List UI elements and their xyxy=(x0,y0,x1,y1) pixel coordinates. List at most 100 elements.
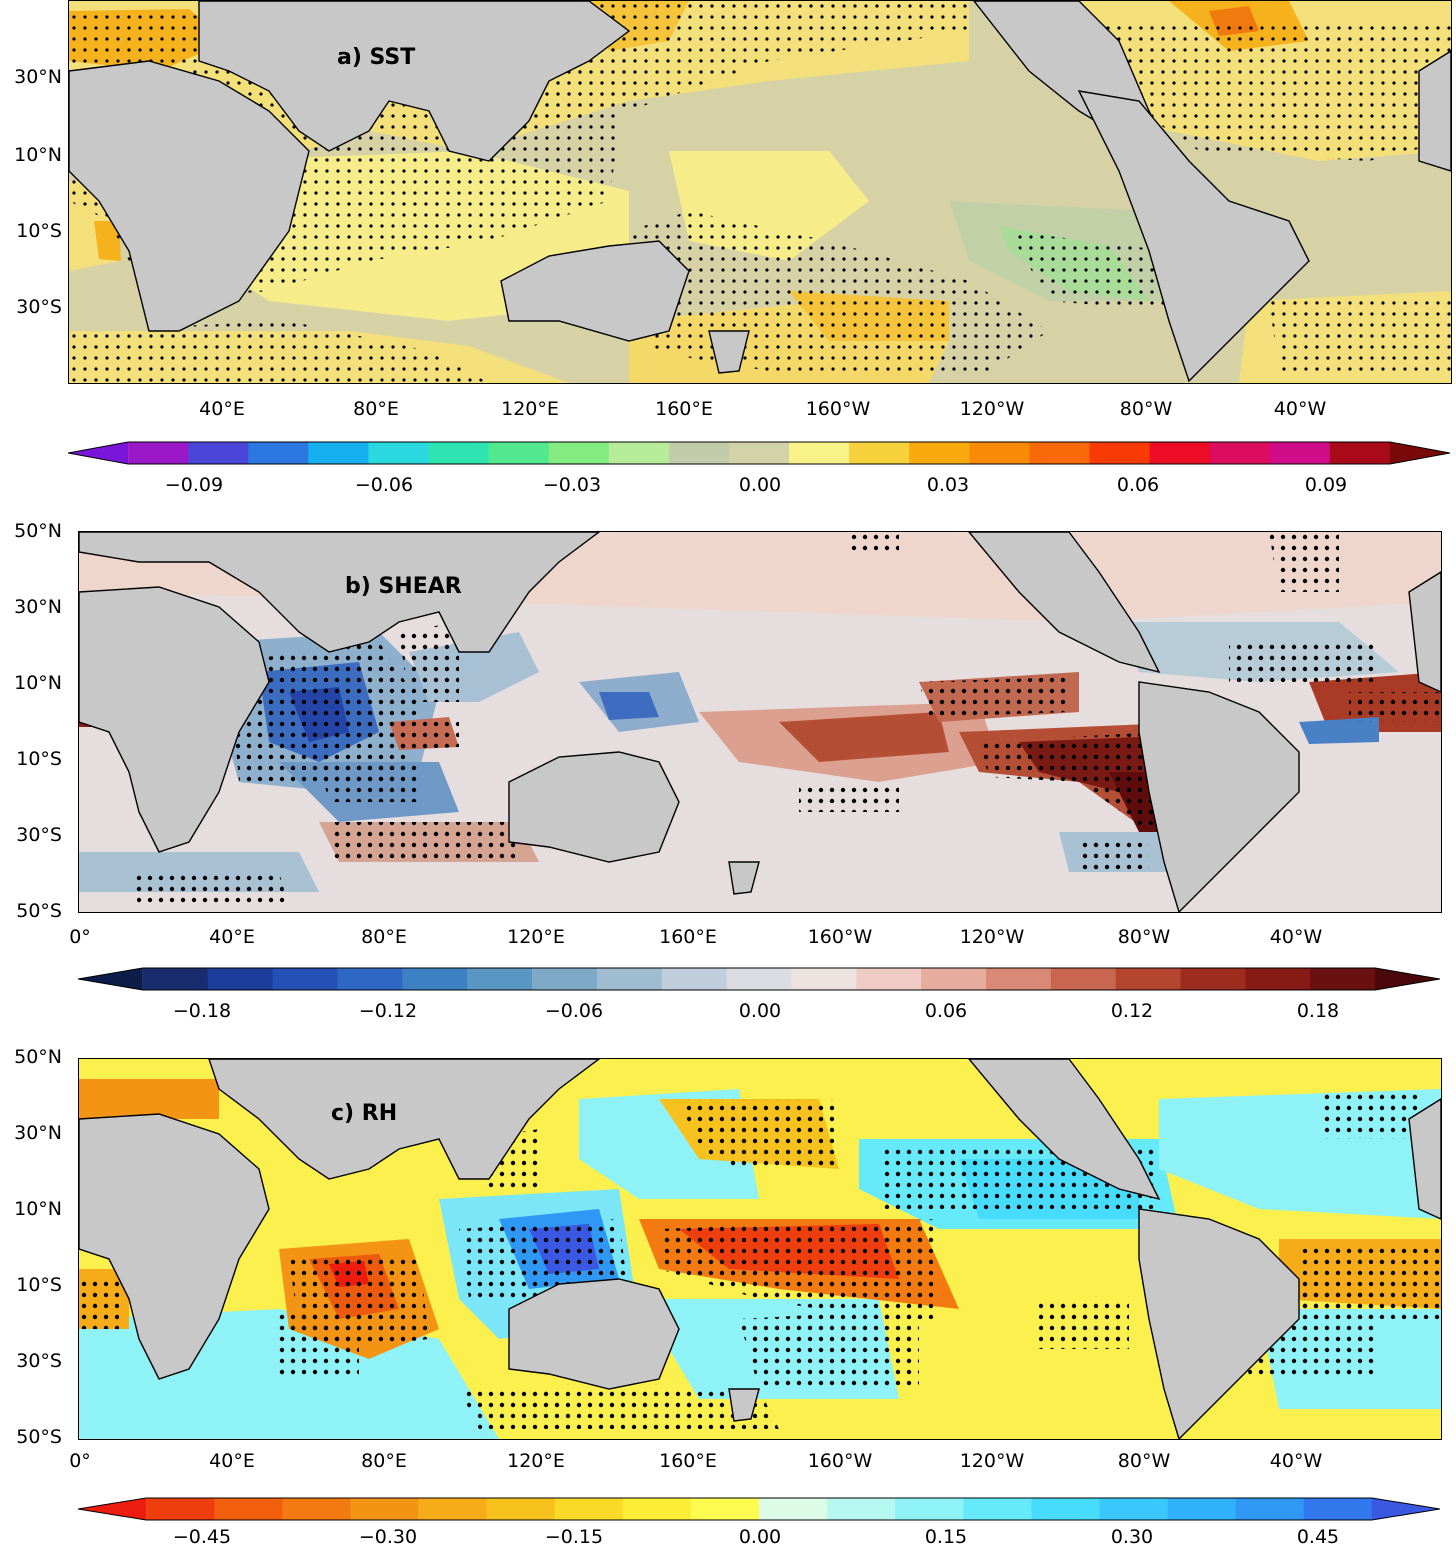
lon-tick: 40°W xyxy=(1273,398,1327,420)
colorbar-swatch xyxy=(532,968,598,990)
land-masses xyxy=(69,1,1451,383)
colorbar-swatch xyxy=(428,442,490,464)
colorbar-swatch xyxy=(488,442,550,464)
lon-tick: 40°W xyxy=(1269,926,1323,948)
colorbar-label: 0.00 xyxy=(738,1526,782,1548)
colorbar-swatch xyxy=(142,968,209,990)
colorbar-swatch xyxy=(128,442,189,464)
lat-tick: 10°S xyxy=(16,748,62,770)
lon-tick: 160°W xyxy=(807,926,873,948)
rh-field xyxy=(79,1059,1441,1439)
colorbar-label: −0.12 xyxy=(358,1000,418,1022)
lon-tick: 160°W xyxy=(805,398,871,420)
colorbar-swatch xyxy=(554,1498,624,1520)
colorbar-swatch xyxy=(608,442,670,464)
lat-tick: 50°N xyxy=(14,1046,62,1068)
lat-tick: 30°N xyxy=(14,1122,62,1144)
colorbar-swatch xyxy=(350,1498,419,1520)
lon-tick: 80°E xyxy=(361,1450,407,1472)
colorbar-label: 0.06 xyxy=(924,1000,968,1022)
lon-tick: 0° xyxy=(69,926,91,948)
colorbar-swatch xyxy=(146,1498,215,1520)
colorbar-swatch xyxy=(1303,1498,1373,1520)
colorbar-swatch xyxy=(1329,442,1391,464)
lon-tick: 80°E xyxy=(353,398,399,420)
sst-field xyxy=(69,1,1451,383)
lon-tick: 120°W xyxy=(959,926,1025,948)
colorbar-outline xyxy=(68,441,1450,465)
colorbar-swatch xyxy=(1269,442,1331,464)
colorbar-label: −0.06 xyxy=(354,474,414,496)
lon-tick: 80°W xyxy=(1119,398,1173,420)
colorbar-swatch xyxy=(909,442,970,464)
lat-tick: 10°N xyxy=(14,672,62,694)
colorbar-swatch xyxy=(1235,1498,1305,1520)
colorbar-swatch xyxy=(596,968,663,990)
colorbar-swatch xyxy=(1167,1498,1237,1520)
colorbar-label: −0.30 xyxy=(358,1526,418,1548)
colorbar-swatch xyxy=(1050,968,1117,990)
panel-title: b) SHEAR xyxy=(345,574,462,599)
colorbar-swatch xyxy=(1089,442,1151,464)
colorbar-swatch xyxy=(690,1498,760,1520)
colorbar-swatch xyxy=(1310,968,1376,990)
colorbar-swatch xyxy=(661,968,728,990)
colorbar-label: −0.03 xyxy=(542,474,602,496)
colorbar-swatch xyxy=(789,442,850,464)
colorbar-swatch xyxy=(418,1498,488,1520)
lon-tick: 80°W xyxy=(1117,1450,1171,1472)
colorbar-swatch xyxy=(986,968,1052,990)
lon-tick: 80°E xyxy=(361,926,407,948)
panel-title: c) RH xyxy=(331,1101,398,1126)
lat-tick: 10°S xyxy=(16,1274,62,1296)
colorbar-label: −0.06 xyxy=(544,1000,604,1022)
lon-tick: 40°E xyxy=(199,398,245,420)
colorbar-swatch xyxy=(272,968,338,990)
colorbar-label: −0.45 xyxy=(172,1526,232,1548)
colorbar-outline xyxy=(78,1497,1440,1521)
colorbar-swatch xyxy=(856,968,922,990)
lon-tick: 40°E xyxy=(209,926,255,948)
colorbar-swatch xyxy=(68,442,129,464)
lat-tick: 30°S xyxy=(16,824,62,846)
colorbar-swatch xyxy=(791,968,857,990)
lon-tick: 0° xyxy=(69,1450,91,1472)
colorbar-swatch xyxy=(726,968,792,990)
colorbar-swatch xyxy=(895,1498,964,1520)
lat-tick: 50°N xyxy=(14,520,62,542)
shear-field xyxy=(79,532,1441,912)
colorbar-label: 0.09 xyxy=(1304,474,1348,496)
colorbar-swatch xyxy=(1371,1498,1440,1520)
lat-tick: 30°N xyxy=(14,596,62,618)
colorbar-label: 0.06 xyxy=(1116,474,1160,496)
colorbar-swatch xyxy=(467,968,533,990)
lat-tick: 10°S xyxy=(16,220,62,242)
colorbar-swatch xyxy=(1389,442,1450,464)
colorbar-label: 0.12 xyxy=(1110,1000,1154,1022)
colorbar-label: 0.00 xyxy=(738,474,782,496)
lon-tick: 120°W xyxy=(959,1450,1025,1472)
colorbar-swatch xyxy=(402,968,468,990)
colorbar-swatch xyxy=(1245,968,1311,990)
colorbar-swatch xyxy=(548,442,610,464)
colorbar-swatch xyxy=(728,442,790,464)
colorbar-swatch xyxy=(1099,1498,1169,1520)
colorbar-label: 0.03 xyxy=(926,474,970,496)
lon-tick: 120°E xyxy=(501,398,559,420)
colorbar-swatch xyxy=(1209,442,1271,464)
colorbar-label: 0.00 xyxy=(738,1000,782,1022)
colorbar-swatch xyxy=(1029,442,1090,464)
colorbar-swatch xyxy=(759,1498,828,1520)
colorbar-swatch xyxy=(963,1498,1032,1520)
colorbar-swatch xyxy=(1031,1498,1100,1520)
colorbar-shear xyxy=(78,967,1440,991)
colorbar-swatch xyxy=(921,968,987,990)
colorbar-label: 0.18 xyxy=(1296,1000,1340,1022)
lon-tick: 120°E xyxy=(507,1450,565,1472)
colorbar-swatch xyxy=(207,968,274,990)
colorbar-swatch xyxy=(308,442,369,464)
colorbar-sst xyxy=(68,441,1450,465)
colorbar-swatch xyxy=(248,442,309,464)
lat-tick: 30°S xyxy=(16,1350,62,1372)
lat-tick: 30°N xyxy=(14,66,62,88)
